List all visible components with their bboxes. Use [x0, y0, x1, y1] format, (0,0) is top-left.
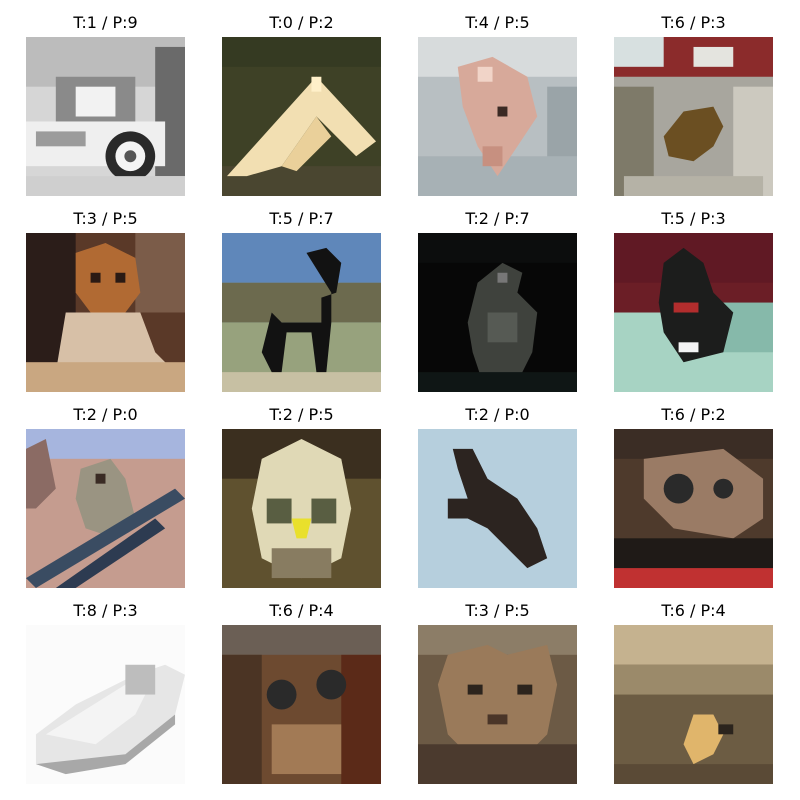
panel-title: T:5 / P:3 [661, 209, 726, 228]
panel-title: T:3 / P:5 [465, 601, 530, 620]
panel-9: T:2 / P:0 [26, 402, 185, 588]
panel-13: T:8 / P:3 [26, 598, 185, 784]
panel-14: T:6 / P:4 [222, 598, 381, 784]
panel-7: T:2 / P:7 [418, 206, 577, 392]
panel-title: T:6 / P:2 [661, 405, 726, 424]
vintage-car-image [26, 37, 185, 196]
bird-on-branch-image [26, 429, 185, 588]
bird-silhouette-sky-image [418, 429, 577, 588]
panel-5: T:3 / P:5 [26, 206, 185, 392]
panel-3: T:4 / P:5 [418, 10, 577, 196]
frog-face-image [222, 625, 381, 784]
frog-closeup-image [614, 429, 773, 588]
panel-title: T:6 / P:3 [661, 13, 726, 32]
panel-title: T:2 / P:0 [465, 405, 530, 424]
panel-title: T:2 / P:0 [73, 405, 138, 424]
cat-image [26, 233, 185, 392]
panel-title: T:0 / P:2 [269, 13, 334, 32]
panel-title: T:5 / P:7 [269, 209, 334, 228]
panel-title: T:2 / P:7 [465, 209, 530, 228]
panel-12: T:6 / P:2 [614, 402, 773, 588]
boat-image [26, 625, 185, 784]
panel-title: T:3 / P:5 [73, 209, 138, 228]
deer-image [418, 37, 577, 196]
panel-title: T:6 / P:4 [269, 601, 334, 620]
panel-10: T:2 / P:5 [222, 402, 381, 588]
panel-title: T:1 / P:9 [73, 13, 138, 32]
airplane-delta-image [222, 37, 381, 196]
panel-6: T:5 / P:7 [222, 206, 381, 392]
dog-puppy-image [614, 233, 773, 392]
bird-dark-image [418, 233, 577, 392]
cat-face-image [418, 625, 577, 784]
panel-title: T:4 / P:5 [465, 13, 530, 32]
panel-title: T:2 / P:5 [269, 405, 334, 424]
panel-title: T:8 / P:3 [73, 601, 138, 620]
panel-title: T:6 / P:4 [661, 601, 726, 620]
panel-8: T:5 / P:3 [614, 206, 773, 392]
frog-small-image [614, 625, 773, 784]
frog-image [614, 37, 773, 196]
panel-1: T:1 / P:9 [26, 10, 185, 196]
panel-4: T:6 / P:3 [614, 10, 773, 196]
panel-11: T:2 / P:0 [418, 402, 577, 588]
dog-black-image [222, 233, 381, 392]
owl-image [222, 429, 381, 588]
panel-16: T:6 / P:4 [614, 598, 773, 784]
panel-2: T:0 / P:2 [222, 10, 381, 196]
panel-15: T:3 / P:5 [418, 598, 577, 784]
